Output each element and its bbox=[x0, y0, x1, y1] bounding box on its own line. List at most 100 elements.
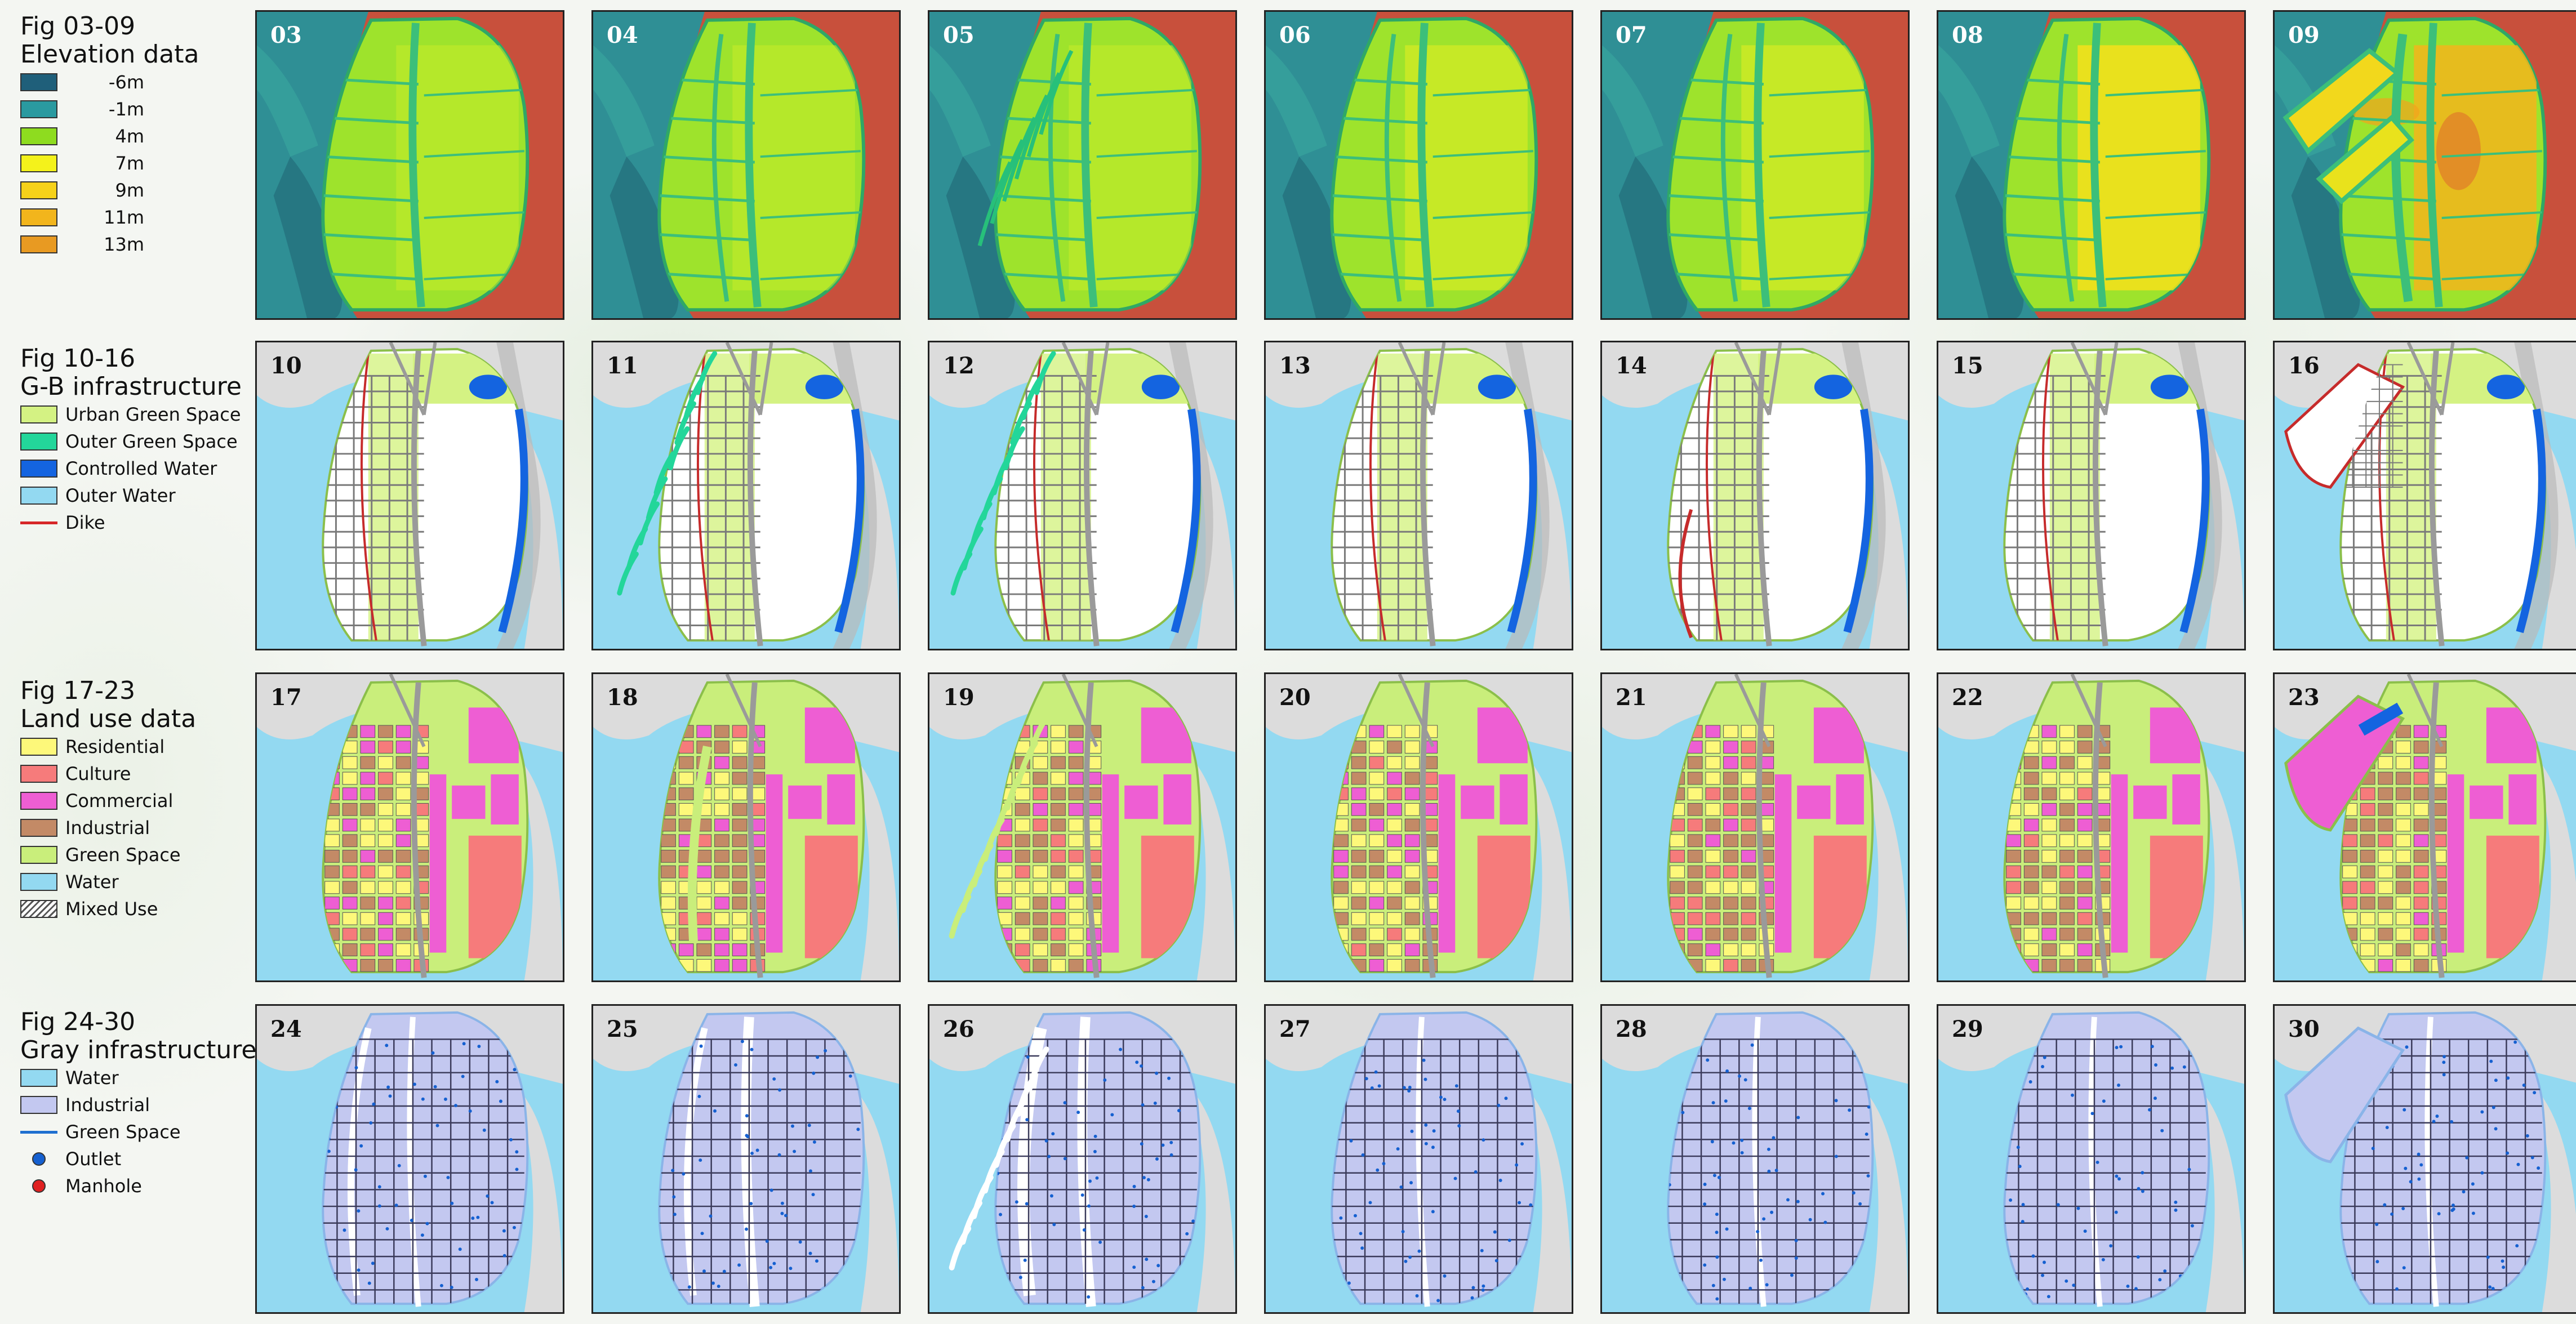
legend-figure-label: Fig 24-30 bbox=[20, 1008, 136, 1036]
elevation-map-image bbox=[2275, 12, 2576, 318]
legend-label: -6m bbox=[108, 72, 144, 93]
legend-item: Mixed Use bbox=[20, 895, 246, 922]
legend-item: Green Space bbox=[20, 1118, 246, 1145]
gray-map-image bbox=[1266, 1006, 1572, 1312]
landuse-map-image bbox=[2275, 674, 2576, 980]
gb-map-image bbox=[1602, 342, 1908, 649]
elevation-map-image bbox=[1266, 12, 1572, 318]
panel-number: 07 bbox=[1616, 22, 1647, 48]
gray-map-panel: 28 bbox=[1600, 1004, 1910, 1314]
elevation-map-image bbox=[1938, 12, 2244, 318]
legend-swatch bbox=[20, 738, 57, 756]
legend-label: Outer Green Space bbox=[65, 431, 238, 452]
legend-label: Outer Water bbox=[65, 485, 176, 506]
gray-map-image bbox=[929, 1006, 1235, 1312]
legend-swatch bbox=[20, 1069, 57, 1087]
legend-swatch bbox=[20, 154, 57, 172]
gray-legend: Fig 24-30 Gray infrastructure Water Industr… bbox=[20, 1008, 257, 1200]
gb-map-image bbox=[2275, 342, 2576, 649]
legend-label: Outlet bbox=[65, 1148, 122, 1170]
legend-item: Water bbox=[20, 1064, 246, 1091]
legend-swatch bbox=[20, 1152, 57, 1166]
gray-map-image bbox=[1938, 1006, 2244, 1312]
panel-number: 18 bbox=[607, 684, 638, 711]
landuse-map-image bbox=[593, 674, 899, 980]
legend-item: -6m bbox=[20, 69, 246, 96]
legend-item: 7m bbox=[20, 150, 246, 177]
panel-number: 05 bbox=[943, 22, 975, 48]
landuse-map-image bbox=[1602, 674, 1908, 980]
panel-number: 10 bbox=[270, 353, 302, 379]
legend-label: Green Space bbox=[65, 844, 181, 866]
legend-item: Commercial bbox=[20, 787, 246, 814]
legend-item: 9m bbox=[20, 177, 246, 204]
panel-number: 13 bbox=[1279, 353, 1311, 379]
legend-label: Commercial bbox=[65, 790, 173, 812]
legend-title: Elevation data bbox=[20, 40, 199, 69]
landuse-map-image bbox=[1266, 674, 1572, 980]
legend-item: Residential bbox=[20, 733, 246, 760]
legend-label: 13m bbox=[104, 234, 144, 255]
legend-label: Residential bbox=[65, 736, 165, 757]
legend-title: Gray infrastructure bbox=[20, 1036, 257, 1064]
legend-label: Water bbox=[65, 1067, 119, 1089]
gb-map-image bbox=[593, 342, 899, 649]
legend-swatch bbox=[20, 487, 57, 505]
panel-number: 08 bbox=[1952, 22, 1983, 48]
legend-item: -1m bbox=[20, 96, 246, 123]
landuse-map-panel: 22 bbox=[1937, 672, 2246, 982]
legend-label: Green Space bbox=[65, 1121, 181, 1143]
legend-label: 7m bbox=[115, 153, 144, 174]
gray-map-image bbox=[1602, 1006, 1908, 1312]
gray-map-panel: 29 bbox=[1937, 1004, 2246, 1314]
legend-item: Dike bbox=[20, 509, 246, 536]
gb-map-image bbox=[1938, 342, 2244, 649]
elevation-map-panel: 08 bbox=[1937, 10, 2246, 320]
gb-map-panel: 16 bbox=[2273, 341, 2576, 650]
legend-label: 9m bbox=[115, 180, 144, 201]
panel-number: 22 bbox=[1952, 684, 1983, 711]
legend-item: 4m bbox=[20, 123, 246, 150]
legend-label: Mixed Use bbox=[65, 898, 158, 920]
legend-swatch bbox=[20, 765, 57, 783]
legend-swatch bbox=[20, 127, 57, 145]
legend-label: Urban Green Space bbox=[65, 404, 241, 425]
landuse-map-panel: 18 bbox=[591, 672, 901, 982]
legend-item: 13m bbox=[20, 231, 246, 258]
legend-swatch bbox=[20, 900, 57, 918]
legend-swatch bbox=[20, 819, 57, 837]
legend-item: Manhole bbox=[20, 1173, 246, 1200]
legend-item: Outlet bbox=[20, 1145, 246, 1173]
landuse-map-image bbox=[1938, 674, 2244, 980]
legend-label: Dike bbox=[65, 512, 105, 533]
panel-number: 24 bbox=[270, 1016, 302, 1042]
elevation-map-panel: 04 bbox=[591, 10, 901, 320]
legend-figure-label: Fig 10-16 bbox=[20, 344, 136, 373]
panel-number: 27 bbox=[1279, 1016, 1311, 1042]
legend-item: 11m bbox=[20, 204, 246, 231]
landuse-map-panel: 20 bbox=[1264, 672, 1573, 982]
panel-number: 29 bbox=[1952, 1016, 1983, 1042]
gb-map-image bbox=[257, 342, 563, 649]
landuse-map-image bbox=[257, 674, 563, 980]
gray-map-panel: 27 bbox=[1264, 1004, 1573, 1314]
gray-map-panel: 25 bbox=[591, 1004, 901, 1314]
legend-item: Green Space bbox=[20, 841, 246, 868]
legend-swatch bbox=[20, 405, 57, 423]
legend-swatch bbox=[20, 792, 57, 810]
gb-map-image bbox=[929, 342, 1235, 649]
legend-item: Water bbox=[20, 868, 246, 895]
legend-item: Outer Green Space bbox=[20, 428, 246, 455]
panel-number: 09 bbox=[2288, 22, 2320, 48]
legend-swatch bbox=[20, 181, 57, 199]
elevation-map-panel: 05 bbox=[928, 10, 1237, 320]
legend-figure-label: Fig 17-23 bbox=[20, 676, 136, 705]
panel-number: 23 bbox=[2288, 684, 2320, 711]
gray-map-panel: 24 bbox=[255, 1004, 564, 1314]
gray-map-panel: 26 bbox=[928, 1004, 1237, 1314]
gb-map-panel: 12 bbox=[928, 341, 1237, 650]
gb-map-panel: 11 bbox=[591, 341, 901, 650]
landuse-map-panel: 21 bbox=[1600, 672, 1910, 982]
legend-swatch bbox=[20, 1096, 57, 1114]
legend-swatch bbox=[20, 1130, 57, 1134]
